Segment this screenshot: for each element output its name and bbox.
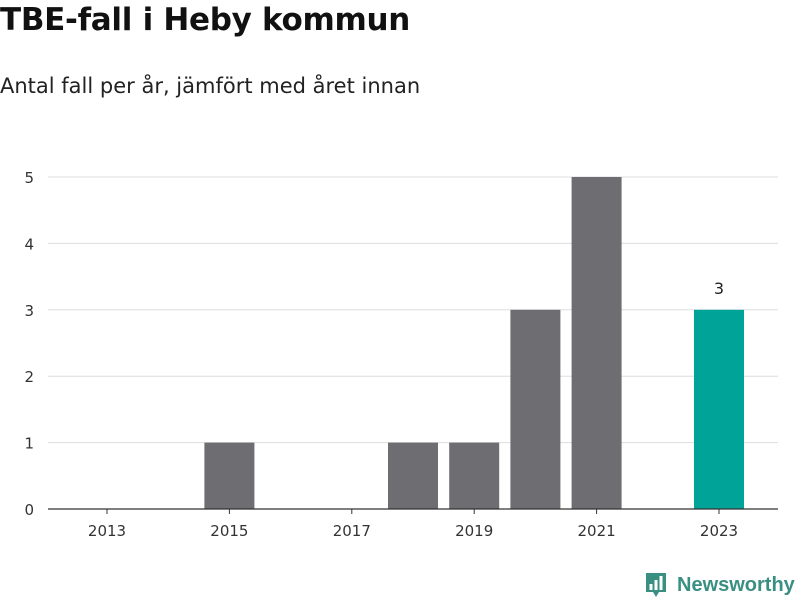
bars	[204, 177, 744, 509]
data-label-2023: 3	[714, 279, 724, 298]
bar-2023	[694, 309, 744, 509]
y-tick-label: 1	[24, 435, 34, 453]
brand-name: Newsworthy	[677, 573, 795, 596]
bar-chart: 0 1 2 3 4 5 2013 2015 2017 2019 2021 2023 3	[24, 169, 778, 540]
gridlines	[48, 176, 778, 444]
axes: 0 1 2 3 4 5 2013 2015 2017 2019 2021 2023	[24, 169, 778, 540]
data-labels: 3	[714, 279, 724, 298]
y-tick-label: 5	[24, 169, 34, 187]
x-tick-label: 2023	[700, 522, 738, 540]
y-tick-label: 3	[24, 302, 34, 320]
bar-2015	[204, 442, 255, 509]
y-tick-label: 0	[24, 501, 34, 519]
x-tick-label: 2015	[210, 522, 248, 540]
x-tick-label: 2021	[578, 522, 616, 540]
x-tick-label: 2019	[455, 522, 493, 540]
y-tick-label: 2	[24, 368, 34, 386]
x-tick-label: 2013	[88, 522, 126, 540]
bar-chart-pin-icon	[646, 573, 666, 597]
bar-2019	[449, 442, 500, 509]
bar-2021	[571, 177, 622, 509]
y-tick-label: 4	[24, 235, 34, 253]
brand-logo: Newsworthy	[644, 570, 795, 600]
bar-2018	[388, 442, 438, 509]
chart-title: TBE-fall i Heby kommun	[0, 2, 411, 38]
chart-subtitle: Antal fall per år, jämfört med året inna…	[0, 74, 421, 98]
bar-2020	[510, 309, 561, 509]
x-tick-label: 2017	[333, 522, 371, 540]
